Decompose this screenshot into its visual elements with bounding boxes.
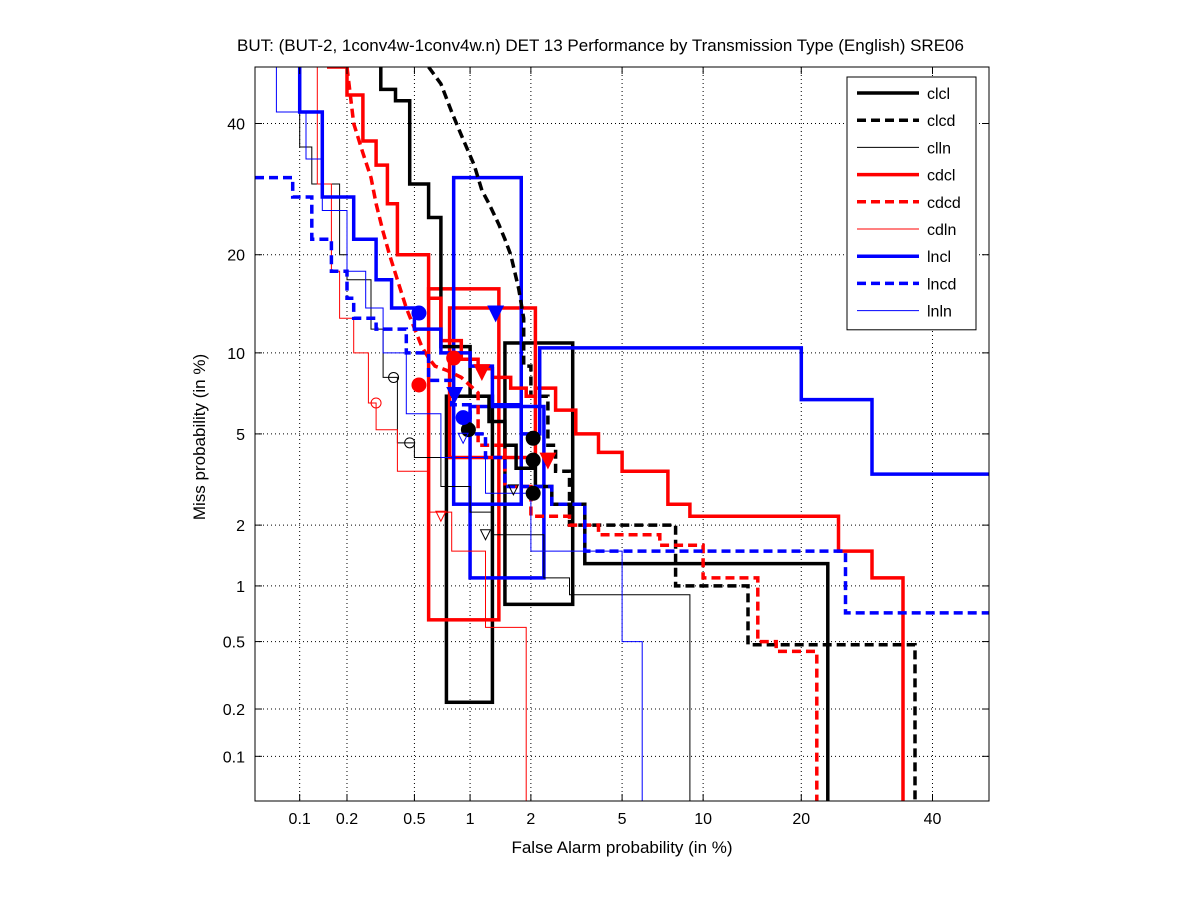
x-tick-label: 10 bbox=[694, 811, 712, 828]
y-tick-label: 0.1 bbox=[223, 749, 245, 766]
y-tick-label: 20 bbox=[227, 248, 245, 265]
marker-circle-cdln bbox=[370, 397, 382, 409]
y-tick-label: 2 bbox=[236, 518, 245, 535]
y-tick-label: 0.5 bbox=[223, 635, 245, 652]
marker-circle-clcl bbox=[525, 452, 541, 468]
y-tick-label: 5 bbox=[236, 427, 245, 444]
x-tick-label: 20 bbox=[792, 811, 810, 828]
x-tick-label: 0.1 bbox=[289, 811, 311, 828]
confidence-box-red bbox=[426, 287, 501, 622]
legend-label-cdcd: cdcd bbox=[927, 195, 961, 212]
legend: clcl clcd clln cdcl cdcd cdln lncl lncd lnln bbox=[846, 76, 977, 331]
marker-triangle-lnln bbox=[457, 432, 469, 445]
x-axis-label: False Alarm probability (in %) bbox=[511, 838, 733, 857]
x-tick-label: 5 bbox=[618, 811, 627, 828]
series-line-lnln bbox=[275, 67, 643, 801]
marker-triangle-clln bbox=[479, 529, 492, 541]
marker-circle-clcd bbox=[525, 485, 541, 501]
marker-circle-clln bbox=[404, 437, 416, 449]
x-tick-label: 1 bbox=[466, 811, 475, 828]
series-line-cdcl bbox=[327, 67, 905, 801]
marker-circle-lncl bbox=[411, 305, 427, 321]
marker-circle-cdcd bbox=[411, 377, 427, 393]
marker-triangle-lncl bbox=[487, 305, 505, 323]
x-tick-label: 0.2 bbox=[336, 811, 358, 828]
y-tick-label: 1 bbox=[236, 579, 245, 596]
series-line-lncd bbox=[255, 175, 989, 615]
legend-label-clcd: clcd bbox=[927, 113, 955, 130]
legend-label-cdcl: cdcl bbox=[927, 168, 955, 185]
legend-label-lncd: lncd bbox=[927, 276, 956, 293]
x-tick-label: 40 bbox=[924, 811, 942, 828]
marker-circle-lncd bbox=[455, 410, 471, 426]
plot-markers bbox=[370, 305, 557, 541]
y-tick-label: 0.2 bbox=[223, 702, 245, 719]
series-line-clcd bbox=[427, 67, 917, 801]
chart-title: BUT: (BUT-2, 1conv4w-1conv4w.n) DET 13 P… bbox=[237, 36, 964, 55]
y-tick-label: 40 bbox=[227, 117, 245, 134]
series-line-lncl bbox=[297, 67, 989, 476]
marker-triangle-cdln bbox=[435, 510, 447, 523]
x-tick-label: 0.5 bbox=[403, 811, 425, 828]
marker-circle-clcl bbox=[460, 422, 476, 438]
y-tick-label: 10 bbox=[227, 346, 245, 363]
marker-circle-clcd bbox=[525, 430, 541, 446]
marker-circle-clln bbox=[388, 371, 400, 383]
legend-label-lnln: lnln bbox=[927, 304, 952, 321]
confidence-box-black bbox=[503, 341, 575, 607]
marker-triangle-cdcd bbox=[539, 452, 557, 470]
marker-triangle-clln bbox=[507, 484, 520, 496]
legend-label-clln: clln bbox=[927, 140, 951, 157]
legend-box bbox=[846, 76, 977, 331]
marker-circle-cdcl bbox=[446, 350, 462, 366]
legend-label-cdln: cdln bbox=[927, 222, 956, 239]
legend-label-clcl: clcl bbox=[927, 86, 950, 103]
legend-label-lncl: lncl bbox=[927, 249, 951, 266]
axis-ticks: 0.1 0.2 0.5 1 2 5 10 20 40 0.1 0.2 0.5 1 2 5 10 20 40 bbox=[223, 67, 989, 828]
x-tick-label: 2 bbox=[526, 811, 535, 828]
marker-triangle-cdcl bbox=[473, 364, 491, 382]
marker-triangle-lncd bbox=[446, 387, 464, 404]
